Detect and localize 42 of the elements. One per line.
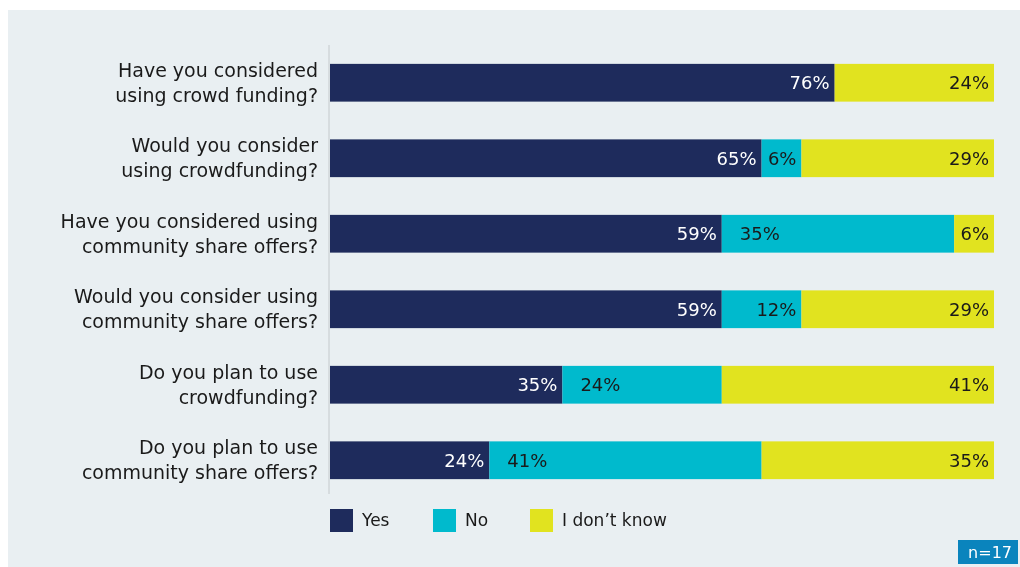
bar [721, 365, 994, 404]
bar [330, 139, 762, 178]
y-tick-label: Do you plan to use community share offers? [81, 436, 318, 484]
legend-label: Yes [361, 509, 390, 530]
data-label: 29% [948, 147, 989, 169]
data-label: 59% [676, 298, 717, 320]
data-label: 6% [767, 147, 797, 169]
data-label: 6% [960, 223, 989, 245]
data-label: 24% [444, 449, 485, 471]
y-tick-label: Would you consider using community share offers? [74, 285, 318, 333]
bar [761, 441, 994, 480]
data-label: 35% [517, 374, 558, 396]
text: n=17 [968, 542, 1012, 562]
data-label: 41% [948, 374, 989, 396]
bar [330, 441, 490, 480]
data-label: 35% [948, 449, 989, 471]
bar [330, 214, 722, 253]
data-label: 12% [756, 298, 797, 320]
bar [562, 365, 722, 404]
data-label: 24% [948, 72, 989, 94]
bar [721, 214, 955, 253]
y-tick-label: Do you plan to use crowdfunding? [138, 360, 318, 408]
bar [330, 63, 835, 102]
data-label: 24% [580, 374, 621, 396]
y-tick-label: Would you consider using crowdfunding? [121, 134, 319, 182]
data-label: 41% [507, 449, 548, 471]
bar [801, 290, 994, 329]
data-label: 35% [739, 223, 780, 245]
bar [801, 139, 994, 178]
bar [834, 63, 994, 102]
data-label: 59% [676, 223, 717, 245]
data-label: 76% [789, 72, 830, 94]
y-tick-label: Have you considered using community share offers? [60, 209, 318, 257]
bar [721, 290, 802, 329]
legend-label: I don’t know [562, 509, 667, 530]
y-tick-label: Have you considered using crowd funding? [115, 58, 318, 106]
legend-label: No [465, 509, 489, 530]
bar [489, 441, 762, 480]
data-label: 29% [948, 298, 989, 320]
bar [330, 365, 563, 404]
data-label: 65% [716, 147, 757, 169]
bar [330, 290, 722, 329]
